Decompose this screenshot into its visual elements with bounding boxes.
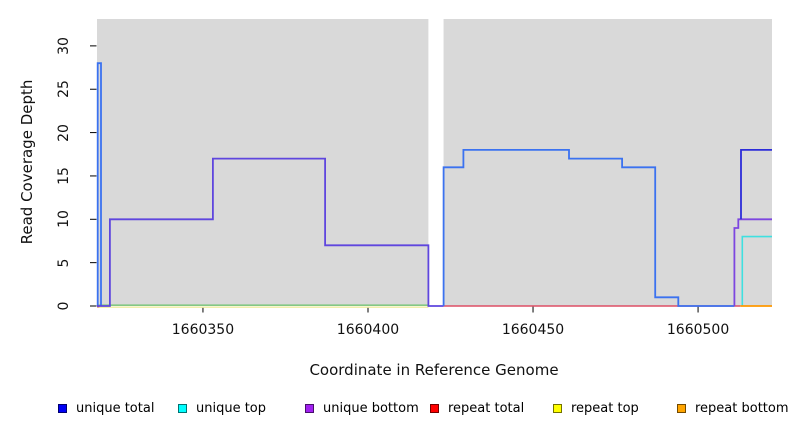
y-axis-tick-label: 10: [56, 210, 72, 229]
legend-label: unique bottom: [323, 400, 419, 416]
x-axis-tick-label: 1660350: [171, 322, 235, 338]
line-unique-total-left-spike: [96, 62, 102, 306]
y-axis-tick-label: 5: [56, 258, 72, 268]
legend-swatch-icon: [178, 403, 187, 413]
line-unique-top-right: [741, 235, 772, 306]
legend-label: repeat total: [448, 400, 525, 416]
legend-label: unique top: [196, 400, 267, 416]
legend-label: repeat top: [571, 400, 639, 416]
legend-item-repeat-bottom: repeat bottom: [677, 400, 789, 416]
x-axis-tick-label: 1660450: [501, 322, 565, 338]
panel-background-left: [97, 19, 429, 306]
legend-label: repeat bottom: [695, 400, 789, 416]
y-axis-tick-label: 30: [56, 36, 72, 55]
legend-swatch-icon: [430, 403, 439, 413]
legend-swatch-icon: [677, 403, 686, 413]
line-unique-total-right-edge: [740, 148, 772, 220]
y-axis-title: Read Coverage Depth: [18, 79, 36, 245]
x-axis-tick-label: 1660500: [666, 322, 730, 338]
legend-label: unique total: [76, 400, 155, 416]
legend-swatch-icon: [553, 403, 562, 413]
y-axis-tick-label: 25: [56, 80, 72, 99]
line-unique-bottom-left: [97, 157, 444, 307]
panel-background-right: [443, 19, 772, 306]
y-axis-tick-label: 0: [56, 301, 72, 311]
legend-swatch-icon: [58, 403, 67, 413]
legend-item-unique-total: unique total: [58, 400, 155, 416]
legend-item-repeat-top: repeat top: [553, 400, 639, 416]
legend-swatch-icon: [305, 403, 314, 413]
y-axis-tick-label: 15: [56, 167, 72, 185]
legend-item-repeat-total: repeat total: [430, 400, 525, 416]
legend-item-unique-bottom: unique bottom: [305, 400, 419, 416]
legend-item-unique-top: unique top: [178, 400, 267, 416]
x-axis-tick-label: 1660400: [336, 322, 400, 338]
line-unique-total-right: [442, 148, 735, 307]
y-axis-tick-label: 20: [56, 123, 72, 142]
line-unique-bottom-right: [733, 218, 772, 306]
x-axis-title: Coordinate in Reference Genome: [309, 361, 559, 379]
